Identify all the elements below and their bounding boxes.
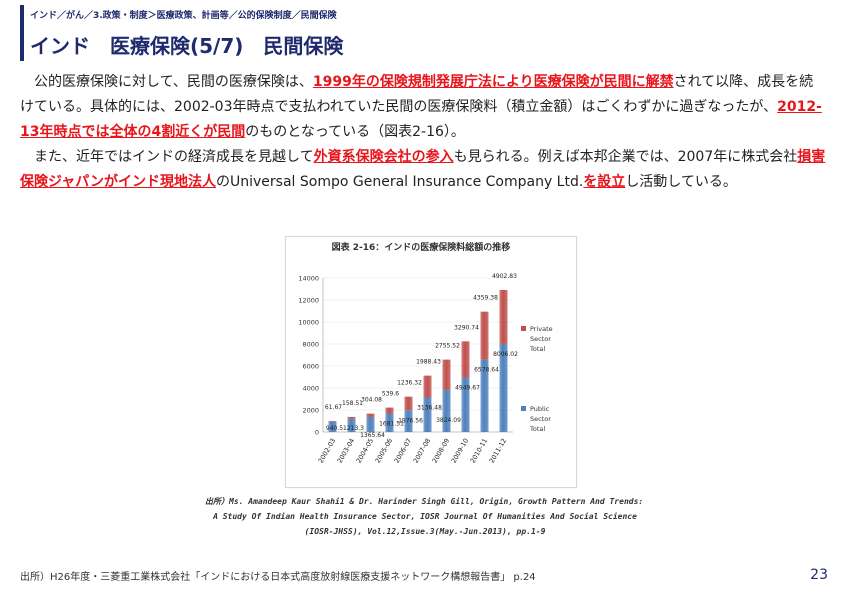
figure-source-line-1: 出所）Ms. Amandeep Kaur Shahi1 & Dr. Harind… — [205, 497, 644, 506]
bar-public-2011-12 — [499, 343, 508, 432]
title-accent-bar — [20, 5, 24, 61]
paragraph-2-highlight-3: を設立 — [583, 174, 626, 190]
bar-public-2006-07 — [404, 410, 413, 432]
legend-swatch — [521, 326, 526, 331]
x-tick-label: 2009-10 — [450, 437, 471, 465]
paragraph-1-highlight-2: 2012-13年時点では全体の4割近くが民間 — [20, 99, 822, 140]
paragraph-2-text-4: し活動している。 — [625, 174, 737, 190]
data-label-public: 1213.3 — [343, 425, 364, 432]
bar-public-2004-05 — [366, 416, 375, 432]
y-tick-label: 12000 — [298, 297, 319, 305]
bar-private-2009-10 — [461, 341, 470, 378]
data-label-private: 1988.43 — [416, 359, 441, 366]
bar-public-2009-10 — [461, 377, 470, 432]
paragraph-2-highlight-1: 外資系保険会社の参入 — [313, 149, 454, 165]
data-label-private: 3290.74 — [454, 324, 479, 331]
data-label-public: 4949.67 — [455, 385, 480, 392]
legend-label: Private — [530, 325, 553, 333]
x-tick-label: 2008-09 — [431, 437, 452, 465]
bar-public-2005-06 — [385, 413, 394, 432]
data-label-private: 158.51 — [342, 400, 363, 407]
data-label-public: 940.5 — [326, 425, 343, 432]
body-text: 公的医療保険に対して、民間の医療保険は、1999年の保険規制発展庁法により医療保… — [20, 70, 826, 195]
bar-private-2008-09 — [442, 359, 451, 390]
data-label-public: 3824.09 — [436, 417, 461, 424]
bar-public-2003-04 — [347, 418, 356, 432]
y-tick-label: 6000 — [302, 363, 319, 371]
bar-public-2008-09 — [442, 389, 451, 432]
data-label-private: 304.08 — [361, 397, 382, 404]
data-label-private: 2755.52 — [435, 343, 460, 350]
figure-title: 図表 2-16：インドの医療保険料総額の推移 — [331, 243, 511, 253]
bar-public-2010-11 — [480, 359, 489, 432]
x-tick-label: 2005-06 — [374, 437, 395, 465]
y-tick-label: 4000 — [302, 385, 319, 393]
y-tick-label: 0 — [315, 429, 319, 437]
paragraph-1-text-2: されて以降、成長を続けている。具体的には、2002-03年時点で支払われていた民… — [20, 74, 814, 115]
bar-private-2010-11 — [480, 311, 489, 360]
x-tick-label: 2003-04 — [336, 437, 357, 465]
page-number: 23 — [810, 567, 828, 583]
y-tick-label: 8000 — [302, 341, 319, 349]
data-label-public: 1365.64 — [360, 432, 385, 439]
bar-private-2004-05 — [366, 413, 375, 417]
y-tick-label: 14000 — [298, 275, 319, 283]
data-label-public: 1681.51 — [379, 421, 404, 428]
legend-label: Total — [529, 425, 545, 433]
breadcrumb: インド／がん／3.政策・制度＞医療政策、計画等／公的保険制度／民間保険 — [30, 11, 337, 21]
legend-label: Public — [530, 405, 550, 413]
x-tick-label: 2007-08 — [412, 437, 433, 465]
data-label-private: 61.67 — [325, 404, 342, 411]
x-tick-label: 2006-07 — [393, 437, 414, 465]
data-label-public: 6578.64 — [474, 367, 499, 374]
x-tick-label: 2004-05 — [355, 437, 376, 465]
paragraph-2: また、近年ではインドの経済成長を見越して外資系保険会社の参入も見られる。例えば本… — [20, 145, 826, 195]
bar-private-2007-08 — [423, 375, 432, 398]
data-label-private: 1236.32 — [397, 380, 422, 387]
x-tick-label: 2002-03 — [317, 437, 338, 465]
figure-source: 出所）Ms. Amandeep Kaur Shahi1 & Dr. Harind… — [205, 494, 645, 539]
bar-private-2005-06 — [385, 407, 394, 414]
data-label-private: 4902.83 — [492, 273, 517, 280]
paragraph-1-highlight-1: 1999年の保険規制発展庁法により医療保険が民間に解禁 — [312, 74, 674, 90]
y-tick-label: 2000 — [302, 407, 319, 415]
page-title: インド 医療保険(5/7) 民間保険 — [30, 34, 344, 58]
insurance-premium-chart: 0 2000 4000 6000 8000 10000 12000 14000 940.5 61.… — [298, 273, 553, 465]
figure-source-line-3: (IOSR-JHSS), Vol.12,Issue.3(May.-Jun.201… — [304, 527, 546, 536]
bar-private-2003-04 — [347, 416, 356, 419]
bar-public-2007-08 — [423, 397, 432, 432]
paragraph-2-text-2: も見られる。例えば本邦企業では、2007年に株式会社 — [453, 149, 798, 165]
data-label-private: 539.6 — [382, 391, 399, 398]
data-label-private: 4359.38 — [473, 295, 498, 302]
data-label-public: 3136.48 — [417, 404, 442, 411]
legend-swatch — [521, 406, 526, 411]
y-tick-label: 10000 — [298, 319, 319, 327]
legend-label: Total — [529, 345, 545, 353]
footer-source: 出所）H26年度・三菱重工業株式会社「インドにおける日本式高度放射線医療支援ネッ… — [20, 572, 536, 583]
bar-public-2002-03 — [328, 421, 337, 432]
data-label-public: 8006.02 — [493, 351, 518, 358]
bar-private-2011-12 — [499, 290, 508, 344]
paragraph-1-text-1: 公的医療保険に対して、民間の医療保険は、 — [34, 74, 313, 90]
data-label-public: 1976.56 — [398, 417, 423, 424]
paragraph-2-text-1: また、近年ではインドの経済成長を見越して — [34, 149, 314, 165]
figure-source-line-2: A Study Of Indian Health Insurance Secto… — [213, 512, 637, 521]
paragraph-1-text-3: のものとなっている（図表2-16）。 — [245, 124, 465, 140]
x-tick-label: 2010-11 — [469, 437, 490, 465]
paragraph-2-text-3: のUniversal Sompo General Insurance Compa… — [216, 174, 584, 190]
bar-private-2006-07 — [404, 396, 413, 411]
paragraph-2-highlight-2: 損害保険ジャパンがインド現地法人 — [20, 149, 826, 190]
legend-label: Sector — [530, 335, 551, 343]
legend-label: Sector — [530, 415, 551, 423]
paragraph-1: 公的医療保険に対して、民間の医療保険は、1999年の保険規制発展庁法により医療保… — [20, 70, 826, 145]
bar-private-2002-03 — [328, 420, 337, 422]
x-tick-label: 2011-12 — [488, 437, 509, 465]
